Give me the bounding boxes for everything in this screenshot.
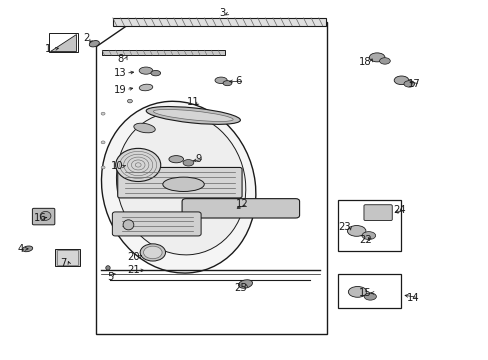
Ellipse shape [153, 109, 233, 122]
Text: 10: 10 [110, 161, 123, 171]
Ellipse shape [139, 84, 152, 91]
Bar [49, 33, 78, 51]
Text: 1: 1 [45, 44, 52, 54]
Ellipse shape [127, 99, 132, 103]
Text: 23: 23 [338, 222, 350, 232]
Text: 6: 6 [235, 76, 242, 86]
Ellipse shape [101, 141, 105, 144]
Ellipse shape [40, 211, 51, 220]
Text: 22: 22 [358, 235, 371, 245]
Ellipse shape [183, 159, 193, 166]
Text: 18: 18 [358, 57, 371, 67]
Text: 9: 9 [195, 154, 201, 164]
Ellipse shape [105, 266, 110, 270]
Text: 11: 11 [186, 97, 199, 107]
Ellipse shape [101, 166, 105, 169]
FancyBboxPatch shape [32, 208, 55, 225]
Ellipse shape [139, 67, 153, 74]
Ellipse shape [140, 244, 165, 261]
Bar [113, 18, 326, 26]
Ellipse shape [89, 41, 99, 47]
Text: 4: 4 [18, 244, 24, 254]
FancyBboxPatch shape [55, 249, 80, 266]
Text: 3: 3 [219, 8, 225, 18]
Text: 19: 19 [114, 85, 126, 95]
Ellipse shape [146, 107, 240, 124]
Polygon shape [96, 22, 327, 334]
Text: 24: 24 [392, 206, 405, 216]
Ellipse shape [116, 148, 161, 181]
Ellipse shape [101, 112, 105, 115]
Ellipse shape [393, 76, 408, 85]
Ellipse shape [143, 246, 162, 259]
Bar [337, 200, 400, 251]
Ellipse shape [346, 226, 365, 236]
Ellipse shape [223, 81, 231, 86]
Ellipse shape [364, 293, 376, 300]
Ellipse shape [238, 280, 252, 288]
FancyBboxPatch shape [112, 212, 201, 236]
Ellipse shape [151, 71, 160, 76]
Ellipse shape [347, 287, 366, 297]
Ellipse shape [368, 53, 384, 62]
Bar [102, 50, 224, 55]
Text: 8: 8 [117, 54, 123, 64]
FancyBboxPatch shape [363, 205, 391, 221]
Bar [57, 250, 78, 265]
Ellipse shape [379, 58, 389, 64]
Ellipse shape [168, 156, 183, 163]
Ellipse shape [215, 77, 227, 84]
Text: 7: 7 [60, 258, 66, 268]
Polygon shape [50, 34, 76, 51]
Text: 2: 2 [82, 33, 89, 43]
FancyBboxPatch shape [182, 199, 299, 218]
Text: 13: 13 [114, 68, 126, 78]
Text: 21: 21 [127, 265, 140, 275]
Ellipse shape [123, 220, 134, 230]
Ellipse shape [22, 246, 33, 252]
Text: 14: 14 [406, 293, 418, 303]
Ellipse shape [163, 177, 204, 192]
FancyBboxPatch shape [118, 167, 242, 198]
Ellipse shape [134, 123, 155, 133]
Ellipse shape [102, 101, 255, 273]
Text: 16: 16 [34, 213, 47, 222]
Text: 5: 5 [107, 272, 113, 282]
Ellipse shape [403, 81, 414, 87]
Text: 20: 20 [127, 252, 140, 262]
Text: 15: 15 [358, 288, 371, 298]
Text: 25: 25 [234, 283, 246, 293]
Text: 12: 12 [235, 199, 248, 210]
Bar [337, 274, 400, 309]
Ellipse shape [361, 231, 375, 239]
Text: 17: 17 [407, 79, 420, 89]
Ellipse shape [116, 112, 245, 255]
